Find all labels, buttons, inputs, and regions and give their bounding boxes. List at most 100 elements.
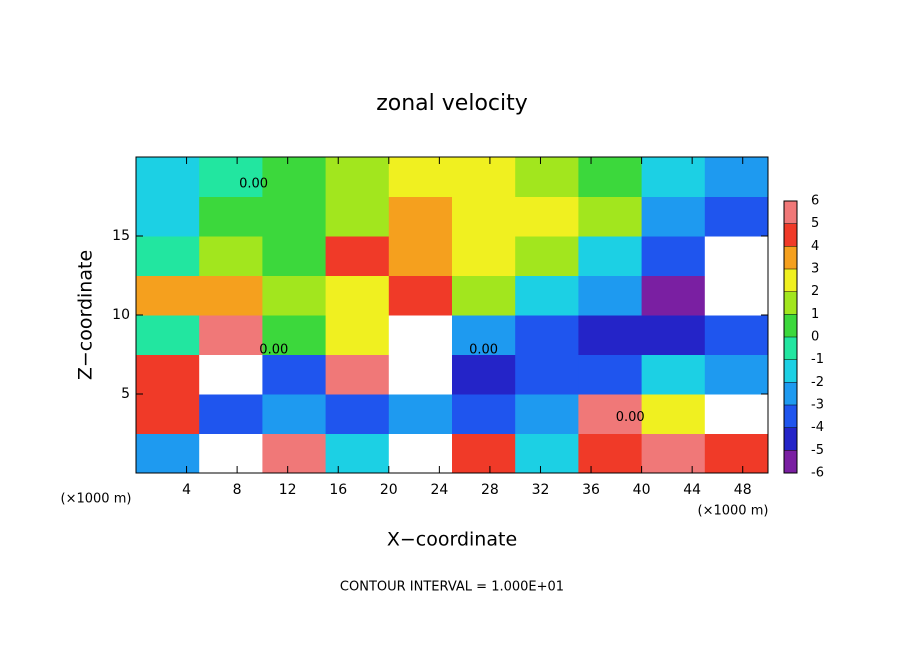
cell — [325, 354, 390, 395]
x-tick-label: 20 — [380, 482, 398, 498]
cell — [388, 315, 453, 355]
cell — [452, 275, 516, 316]
cell — [704, 354, 769, 395]
cell — [704, 315, 769, 355]
cell — [388, 433, 453, 474]
cell — [704, 196, 769, 237]
x-axis-title: X−coordinate — [387, 529, 517, 551]
cell — [262, 394, 327, 434]
x-tick-label: 8 — [233, 482, 242, 498]
cell — [452, 354, 516, 395]
cell — [578, 275, 643, 316]
cell — [515, 315, 579, 355]
colorbar-swatch — [784, 359, 797, 383]
cell — [136, 196, 200, 237]
cell — [641, 315, 706, 355]
cell — [515, 354, 579, 395]
cell — [452, 196, 516, 237]
x-tick-label: 44 — [683, 482, 701, 498]
cell — [325, 315, 390, 355]
y-axis-title: Z−coordinate — [75, 250, 97, 380]
colorbar-swatch — [784, 337, 797, 360]
cell — [388, 275, 453, 316]
cell — [199, 236, 263, 276]
cell — [704, 394, 769, 434]
cell — [136, 275, 200, 316]
cell — [388, 354, 453, 395]
x-tick-label: 16 — [329, 482, 347, 498]
cell — [199, 196, 263, 237]
cell — [515, 236, 579, 276]
cell — [515, 157, 579, 197]
colorbar-label: -4 — [811, 420, 824, 435]
cell — [704, 433, 769, 474]
cell — [199, 157, 263, 197]
cell — [704, 157, 769, 197]
y-tick-label: 5 — [121, 386, 130, 402]
cell — [262, 315, 327, 355]
x-tick-label: 24 — [430, 482, 448, 498]
cell — [388, 157, 453, 197]
cell — [515, 433, 579, 474]
colorbar-label: -2 — [811, 375, 824, 390]
colorbar-swatch — [784, 269, 797, 292]
cell — [199, 394, 263, 434]
cell — [452, 394, 516, 434]
colorbar-label: -1 — [811, 352, 824, 367]
colorbar-label: 0 — [811, 330, 819, 345]
colorbar-label: -3 — [811, 398, 824, 413]
cell — [641, 394, 706, 434]
cell — [199, 315, 263, 355]
contour-label: 0.00 — [259, 342, 288, 357]
y-tick-label: 10 — [112, 307, 130, 323]
y-tick-label: 15 — [112, 228, 130, 244]
colorbar-label: 3 — [811, 262, 819, 277]
cell — [325, 433, 390, 474]
cell — [388, 236, 453, 276]
cell — [325, 236, 390, 276]
cell — [578, 196, 643, 237]
x-tick-label: 40 — [633, 482, 651, 498]
cell — [704, 275, 769, 316]
colorbar-label: 6 — [811, 194, 819, 209]
cell — [641, 354, 706, 395]
x-tick-label: 4 — [182, 482, 191, 498]
colorbar-label: -6 — [811, 466, 824, 481]
cell — [452, 236, 516, 276]
colorbar-swatch — [784, 291, 797, 315]
heatmap — [136, 157, 769, 474]
x-tick-label: 12 — [279, 482, 297, 498]
cell — [641, 157, 706, 197]
cell — [578, 236, 643, 276]
contour-label: 0.00 — [616, 410, 645, 425]
colorbar-label: 2 — [811, 284, 819, 299]
cell — [325, 157, 390, 197]
cell — [199, 275, 263, 316]
cell — [262, 354, 327, 395]
colorbar-label: 4 — [811, 239, 819, 254]
cell — [452, 433, 516, 474]
x-tick-label: 36 — [582, 482, 600, 498]
cell — [578, 394, 643, 434]
cell — [515, 275, 579, 316]
cell — [136, 354, 200, 395]
cell — [578, 315, 643, 355]
cell — [136, 236, 200, 276]
cell — [515, 394, 579, 434]
cell — [262, 196, 327, 237]
colorbar-swatch — [784, 223, 797, 247]
cell — [515, 196, 579, 237]
x-tick-label: 32 — [532, 482, 550, 498]
cell — [199, 433, 263, 474]
y-unit-label: (×1000 m) — [61, 492, 132, 507]
cell — [262, 236, 327, 276]
cell — [136, 394, 200, 434]
cell — [578, 433, 643, 474]
colorbar-swatch — [784, 382, 797, 405]
colorbar-swatch — [784, 405, 797, 428]
cell — [262, 275, 327, 316]
cell — [325, 275, 390, 316]
cell — [641, 196, 706, 237]
contour-label: 0.00 — [239, 176, 268, 191]
